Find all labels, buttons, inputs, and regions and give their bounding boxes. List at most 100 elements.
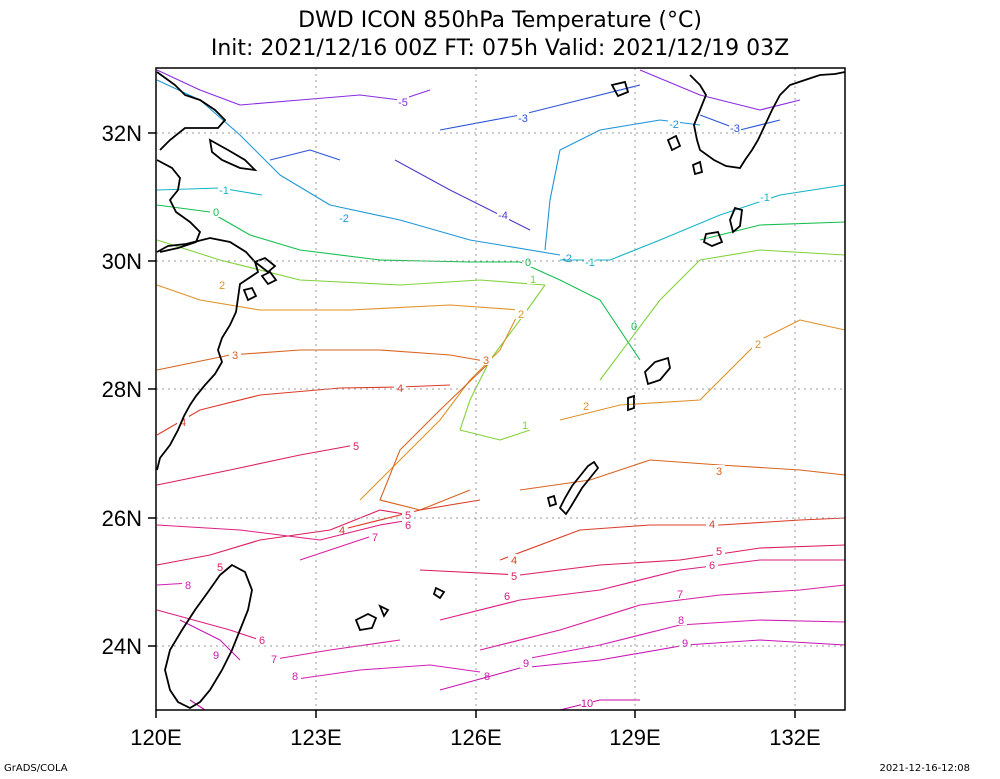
contour-label-bg bbox=[480, 354, 492, 365]
contour-label--1: -1 bbox=[585, 257, 595, 269]
contour-label-bg bbox=[561, 252, 573, 263]
contour-label-bg bbox=[402, 519, 414, 530]
contour-line-7 bbox=[269, 639, 401, 661]
contour-line-4 bbox=[156, 384, 451, 436]
lat-label-28n: 28N bbox=[102, 377, 142, 402]
contour-label-bg bbox=[397, 96, 409, 107]
contour-label-bg bbox=[674, 588, 686, 599]
contour-label-bg bbox=[713, 465, 725, 476]
contour-line-4 bbox=[499, 517, 846, 561]
contour-label-bg bbox=[289, 670, 301, 681]
yaeyama-islands bbox=[354, 604, 390, 632]
shanghai-coast bbox=[208, 138, 258, 172]
contour-label-4: 4 bbox=[397, 383, 403, 395]
contour-line-3 bbox=[519, 459, 846, 491]
contour-label-2: 2 bbox=[219, 280, 225, 292]
contour-label-bg bbox=[256, 634, 268, 645]
software-credit: GrADS/COLA bbox=[4, 763, 68, 774]
contour-line-2 bbox=[156, 284, 521, 311]
contour-line-0 bbox=[519, 261, 641, 361]
contour-label-bg bbox=[497, 209, 509, 220]
contour-label-bg bbox=[759, 191, 771, 202]
contour-line-6 bbox=[156, 609, 261, 641]
contour-label-10: 10 bbox=[581, 698, 593, 710]
contour-line--5 bbox=[639, 69, 801, 111]
contour-label-bg bbox=[336, 524, 348, 535]
contour-label--3: -3 bbox=[518, 113, 528, 125]
china-coastline bbox=[156, 71, 260, 471]
contour-label-bg bbox=[182, 579, 194, 590]
lat-label-26n: 26N bbox=[102, 506, 142, 531]
contour-label--4: -4 bbox=[498, 210, 508, 222]
grid-layer bbox=[156, 68, 845, 710]
amami-island bbox=[627, 356, 671, 412]
contour-line-5 bbox=[156, 509, 411, 566]
contour-label-6: 6 bbox=[259, 635, 265, 647]
lat-label-24n: 24N bbox=[102, 634, 142, 659]
contour-label-0: 0 bbox=[213, 207, 219, 219]
contour-label--2: -2 bbox=[339, 213, 349, 225]
contour-label-4: 4 bbox=[180, 417, 186, 429]
contour-line--1 bbox=[560, 184, 846, 261]
lon-label-126e: 126E bbox=[450, 725, 501, 750]
contour-label-6: 6 bbox=[405, 520, 411, 532]
miyako-island bbox=[432, 586, 446, 600]
contour-line-2 bbox=[359, 309, 521, 501]
contour-label-8: 8 bbox=[185, 580, 191, 592]
map-title: DWD ICON 850hPa Temperature (°C) bbox=[298, 8, 702, 33]
contour-label--1: -1 bbox=[760, 192, 770, 204]
contour-label-bg bbox=[218, 184, 230, 195]
lat-label-30n: 30N bbox=[102, 249, 142, 274]
contour-line-6 bbox=[156, 519, 411, 541]
generation-timestamp: 2021-12-16-12:08 bbox=[879, 763, 970, 774]
contour-line--1 bbox=[156, 187, 263, 196]
contour-label-bg bbox=[515, 308, 527, 319]
contour-line-3 bbox=[156, 349, 491, 371]
contour-line-5 bbox=[419, 544, 846, 576]
contour-label-bg bbox=[369, 531, 381, 542]
okinawa-island bbox=[558, 460, 600, 516]
contour-label-bg bbox=[394, 382, 406, 393]
lon-label-132e: 132E bbox=[769, 725, 820, 750]
contour-label-8: 8 bbox=[678, 615, 684, 627]
contour-label-9: 9 bbox=[213, 650, 219, 662]
contour-label-bg bbox=[508, 570, 520, 581]
contour-label-bg bbox=[679, 637, 691, 648]
contour-label-bg bbox=[268, 653, 280, 664]
taiwan-island bbox=[164, 563, 253, 710]
contour-label-7: 7 bbox=[372, 532, 378, 544]
contour-label-0: 0 bbox=[631, 321, 637, 333]
contour-label-bg bbox=[508, 554, 520, 565]
contour-line-1 bbox=[459, 284, 546, 441]
contour-label-bg bbox=[214, 561, 226, 572]
contour-label--3: -3 bbox=[730, 123, 740, 135]
contour-label-2: 2 bbox=[518, 309, 524, 321]
contour-label-5: 5 bbox=[511, 571, 517, 583]
contour-line-10 bbox=[189, 699, 206, 711]
contour-label-7: 7 bbox=[677, 589, 683, 601]
contour-line--3 bbox=[439, 84, 641, 131]
contour-label-bg bbox=[216, 279, 228, 290]
contour-line--2 bbox=[156, 79, 561, 256]
contour-label-6: 6 bbox=[709, 560, 715, 572]
contour-label-5: 5 bbox=[217, 562, 223, 574]
axis-ticks bbox=[148, 132, 796, 718]
contour-label-2: 2 bbox=[755, 339, 761, 351]
contour-label-bg bbox=[668, 118, 680, 129]
goto-islands bbox=[610, 80, 682, 152]
contour-line-9 bbox=[439, 639, 846, 691]
contour-label-bg bbox=[729, 122, 741, 133]
contour-label-4: 4 bbox=[511, 555, 517, 567]
contour-line-2 bbox=[559, 319, 846, 421]
contour-label-5: 5 bbox=[716, 546, 722, 558]
contour-line-4 bbox=[339, 499, 481, 531]
contour-label-bg bbox=[581, 697, 593, 708]
contour-label-bg bbox=[481, 670, 493, 681]
contour-line-6 bbox=[439, 559, 845, 621]
contour-label-bg bbox=[519, 419, 531, 430]
contour-label-4: 4 bbox=[709, 519, 715, 531]
contour-line-5 bbox=[156, 444, 356, 486]
map-subtitle: Init: 2021/12/16 00Z FT: 075h Valid: 202… bbox=[210, 36, 790, 61]
